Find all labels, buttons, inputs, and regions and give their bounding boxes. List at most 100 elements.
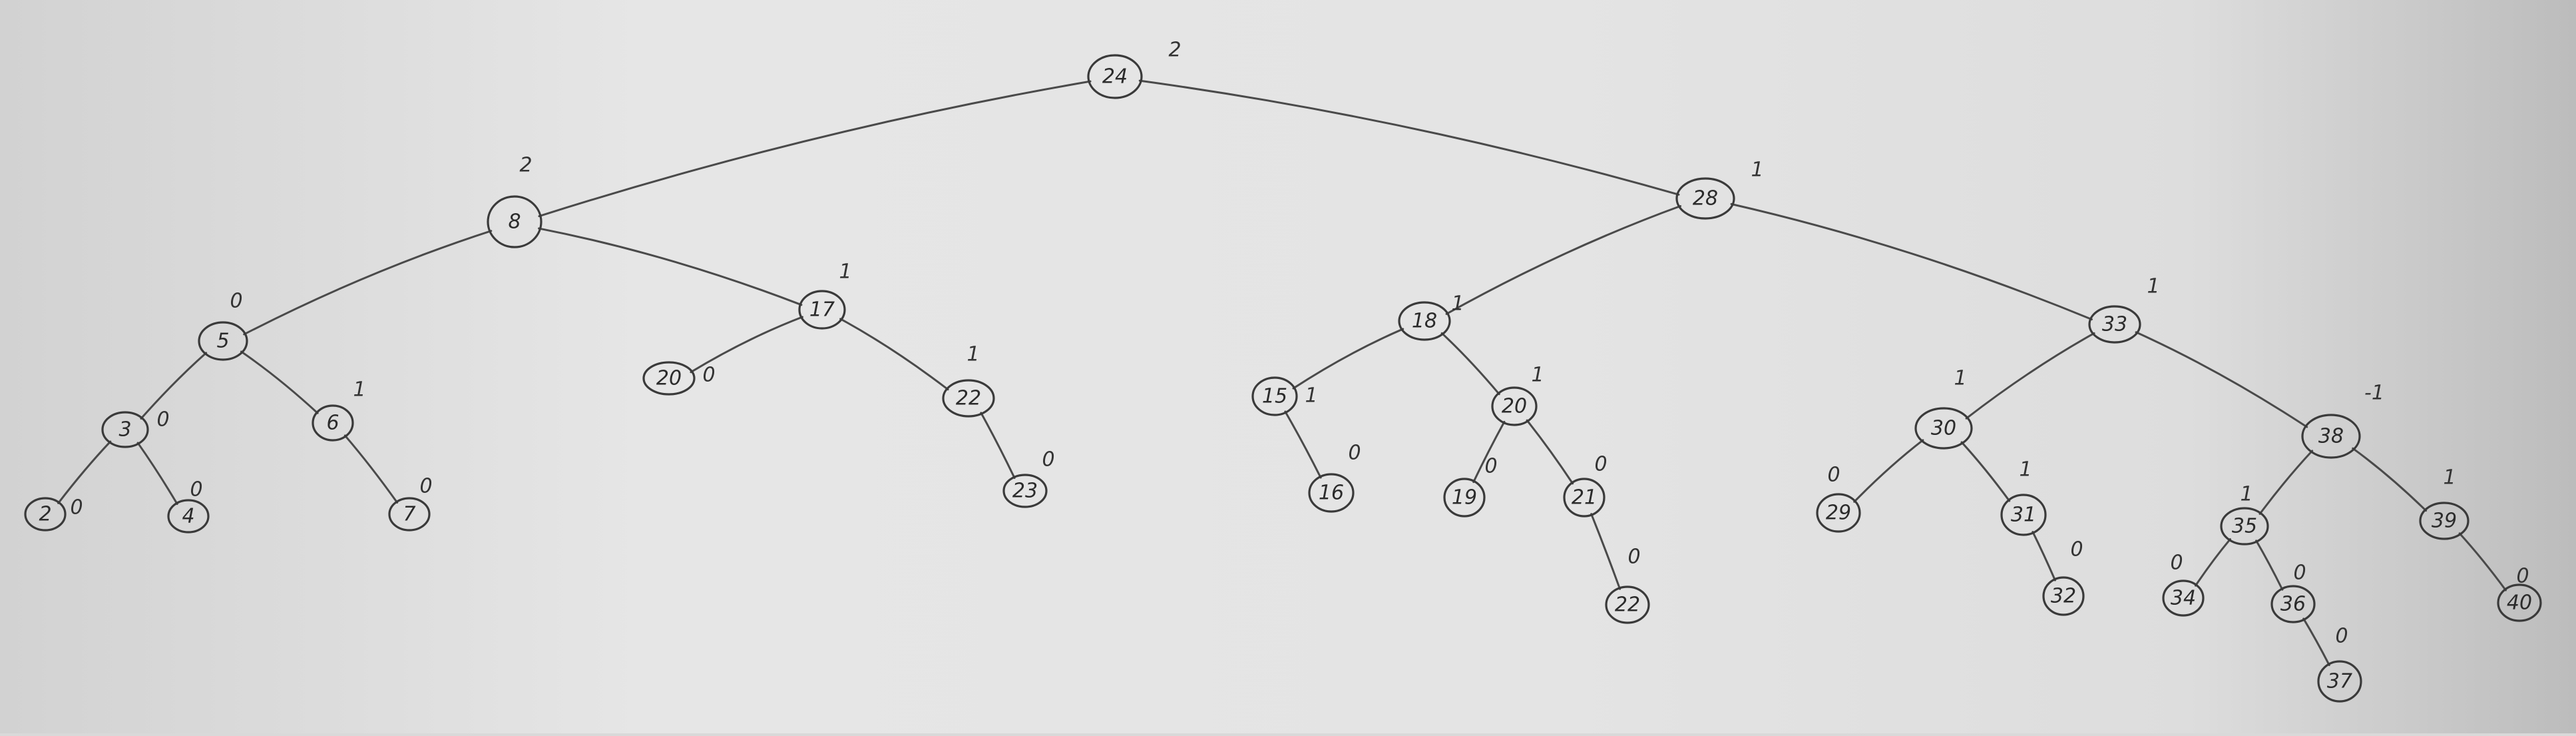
tree-node: 22 0 <box>1605 546 1650 624</box>
balance-factor: -1 <box>2364 382 2384 405</box>
tree-edge <box>839 318 949 391</box>
tree-node: 360 <box>2270 561 2316 623</box>
tree-node: 34 0 <box>2162 552 2205 617</box>
node-circle <box>2162 579 2205 617</box>
balance-factor: 1 <box>1531 364 1544 387</box>
node-circle <box>1398 301 1451 341</box>
balance-factor: 0 <box>2070 538 2083 561</box>
tree-node: 24 2 <box>1087 39 1181 99</box>
tree-edge <box>690 316 804 374</box>
balance-factor: 1 <box>966 343 979 366</box>
tree-edge <box>1853 439 1924 503</box>
tree-node: 32 0 <box>2042 538 2085 616</box>
node-circle <box>2000 494 2047 536</box>
tree-edge <box>980 412 1016 480</box>
node-circle <box>2497 583 2542 622</box>
balance-factor: 0 <box>2293 561 2306 585</box>
balance-factor: 0 <box>2516 565 2529 588</box>
tree-edge <box>2135 331 2308 428</box>
node-circle <box>24 497 67 532</box>
node-circle <box>2270 585 2316 623</box>
tree-node: 39 1 <box>2419 466 2469 540</box>
tree-node: 160 <box>1308 442 1361 513</box>
node-circle <box>1308 473 1355 513</box>
tree-edge <box>1472 420 1506 484</box>
node-key: 24 <box>1102 65 1128 89</box>
tree-edges <box>57 79 2507 667</box>
node-key: 5 <box>216 330 229 353</box>
tree-node: 38 -1 <box>2301 382 2384 459</box>
tree-edge <box>1526 419 1574 485</box>
tree-node: 210 <box>1563 453 1608 518</box>
node-key: 2 <box>39 503 51 526</box>
balance-factor: 0 <box>1042 448 1054 472</box>
node-circle <box>1002 474 1048 508</box>
node-circle <box>2317 660 2362 703</box>
node-key: 6 <box>326 412 339 435</box>
balance-factor: 1 <box>353 378 365 402</box>
tree-node: 230 <box>1002 448 1055 508</box>
tree-node: 70 <box>388 475 433 532</box>
node-key: 40 <box>2507 591 2532 615</box>
node-key: 20 <box>1502 395 1527 418</box>
node-circle <box>487 195 542 248</box>
balance-factor: 1 <box>1451 292 1464 316</box>
balance-factor: 2 <box>519 154 532 177</box>
tree-edge <box>1445 204 1682 315</box>
node-key: 37 <box>2327 670 2352 693</box>
tree-node: 82 <box>487 154 542 248</box>
balance-factor: 0 <box>1627 546 1640 569</box>
tree-node: 201 <box>1491 364 1544 426</box>
tree-edge <box>243 230 493 336</box>
node-key: 18 <box>1412 310 1437 333</box>
tree-edge <box>1138 79 1680 196</box>
tree-edge <box>2258 450 2314 516</box>
node-circle <box>942 379 995 418</box>
node-circle <box>1605 585 1650 624</box>
tree-node: 22 1 <box>942 343 995 418</box>
node-key: 30 <box>1931 417 1956 440</box>
node-circle <box>1563 478 1606 518</box>
balance-factor: 0 <box>1484 455 1497 478</box>
node-circle <box>642 361 696 396</box>
node-circle <box>2220 507 2269 546</box>
tree-node: 400 <box>2497 565 2542 622</box>
tree-node: 19 0 <box>1443 455 1498 518</box>
balance-factor: 0 <box>230 290 242 313</box>
tree-edge <box>538 80 1092 218</box>
balance-factor: 1 <box>2240 483 2253 506</box>
node-key: 23 <box>1012 480 1038 503</box>
node-circle <box>1914 407 1973 450</box>
node-key: 31 <box>2011 504 2036 527</box>
node-circle <box>167 499 210 534</box>
tree-edge <box>1292 328 1404 390</box>
tree-edge <box>2255 540 2284 591</box>
node-circle <box>101 411 149 448</box>
balance-factor: 0 <box>1594 453 1607 476</box>
balance-factor: 2 <box>1168 39 1181 62</box>
node-circle <box>1816 493 1861 533</box>
node-circle <box>798 290 846 330</box>
balance-factor: 0 <box>702 364 715 387</box>
tree-edge <box>2194 538 2231 587</box>
balance-factor: 1 <box>1954 367 1966 390</box>
tree-edge <box>343 434 399 504</box>
node-circle <box>312 404 354 442</box>
node-circle <box>2042 576 2085 616</box>
node-key: 39 <box>2432 510 2457 533</box>
tree-edge <box>240 350 319 414</box>
tree-edge <box>1960 441 2011 502</box>
node-key: 17 <box>809 298 835 322</box>
tree-node: 351 <box>2220 483 2269 546</box>
node-key: 22 <box>1615 593 1640 617</box>
tree-edge <box>1965 332 2095 420</box>
node-key: 7 <box>403 503 415 526</box>
node-circle <box>1675 177 1735 220</box>
tree-node: 33 1 <box>2088 275 2160 344</box>
node-circle <box>198 321 248 361</box>
node-circle <box>1491 386 1538 426</box>
balance-factor: 0 <box>2335 625 2348 648</box>
balance-factor: 0 <box>190 478 202 502</box>
